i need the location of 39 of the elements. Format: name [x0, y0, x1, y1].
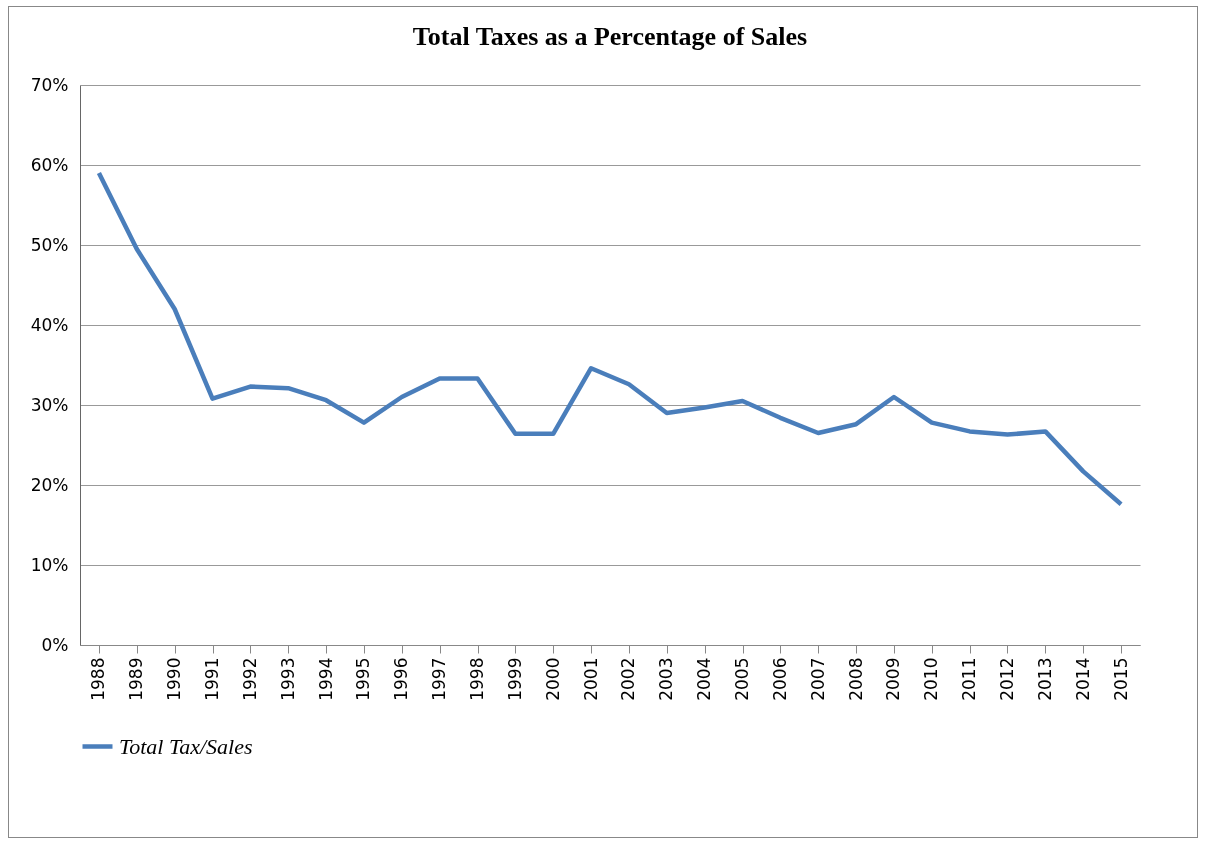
y-tick-label: 60%	[30, 154, 69, 175]
x-tick-label: 1993	[277, 657, 298, 701]
x-tick-label: 2010	[921, 657, 942, 701]
x-tick-label: 2007	[807, 657, 828, 701]
line-series	[96, 170, 1124, 507]
x-tick-label: 2012	[997, 657, 1017, 701]
chart-title: Total Taxes as a Percentage of Sales	[412, 22, 808, 51]
x-tick-label: 1991	[202, 657, 222, 701]
x-tick-label: 2008	[845, 657, 866, 701]
x-tick-label: 2003	[656, 657, 677, 701]
x-tick-label: 2002	[618, 657, 639, 701]
x-tick-label: 1992	[239, 657, 260, 701]
y-tick-label: 0%	[41, 634, 69, 655]
y-tick-label: 10%	[30, 554, 69, 575]
x-tick-label: 2009	[883, 657, 904, 701]
x-tick-label: 1989	[126, 657, 147, 701]
x-tick-label: 1997	[429, 657, 450, 701]
x-tick-label: 2011	[959, 657, 980, 701]
x-tick-label: 2000	[542, 657, 563, 701]
y-tick-label: 40%	[30, 314, 69, 335]
x-tick-label: 1999	[504, 657, 525, 701]
x-tick-label: 2013	[1034, 657, 1055, 701]
x-tick-label: 2001	[580, 657, 601, 701]
x-tick-label: 2014	[1072, 657, 1093, 701]
x-tick-label: 2005	[732, 657, 752, 701]
y-tick-label: 20%	[30, 474, 69, 495]
x-tick-label: 1994	[315, 657, 336, 701]
x-tick-label: 2004	[694, 657, 715, 701]
x-tick-label: 1996	[391, 657, 412, 701]
x-tick-label: 1995	[353, 657, 374, 701]
y-tick-label: 70%	[30, 74, 69, 95]
y-tick-label: 30%	[30, 394, 69, 415]
x-tick-label: 1990	[164, 657, 185, 701]
legend-label: Total Tax/Sales	[119, 733, 253, 759]
y-tick-label: 50%	[30, 234, 69, 255]
x-tick-label: 1988	[88, 657, 109, 701]
x-tick-label: 2006	[769, 657, 790, 701]
x-tick-label: 1998	[467, 657, 487, 701]
x-tick-label: 2015	[1110, 657, 1131, 701]
